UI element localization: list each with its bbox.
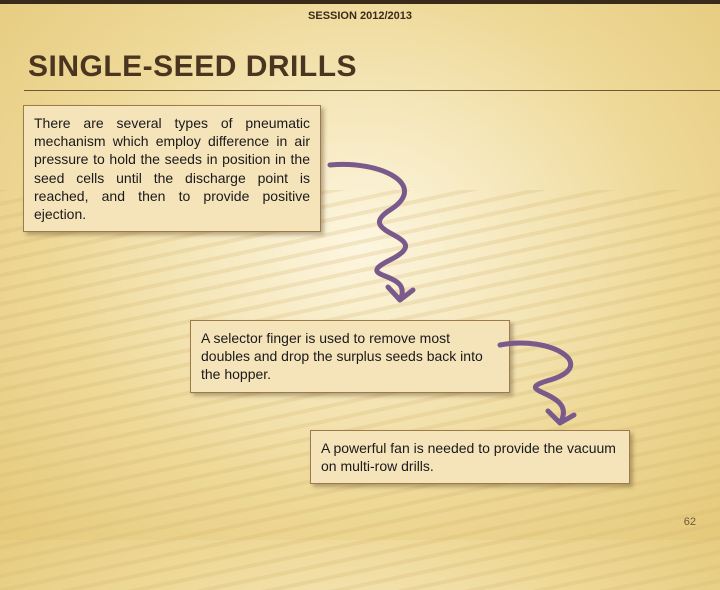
text-box-1: There are several types of pneumatic mec… [23,105,321,232]
title-wrap: SINGLE-SEED DRILLS [28,50,720,84]
arrow-1 [320,155,460,315]
text-box-3: A powerful fan is needed to provide the … [310,430,630,484]
top-border [0,0,720,4]
text-box-2: A selector finger is used to remove most… [190,320,510,393]
title-underline [24,90,720,91]
session-label: SESSION 2012/2013 [0,10,720,22]
page-number: 62 [684,516,696,528]
page-title: SINGLE-SEED DRILLS [28,50,720,84]
